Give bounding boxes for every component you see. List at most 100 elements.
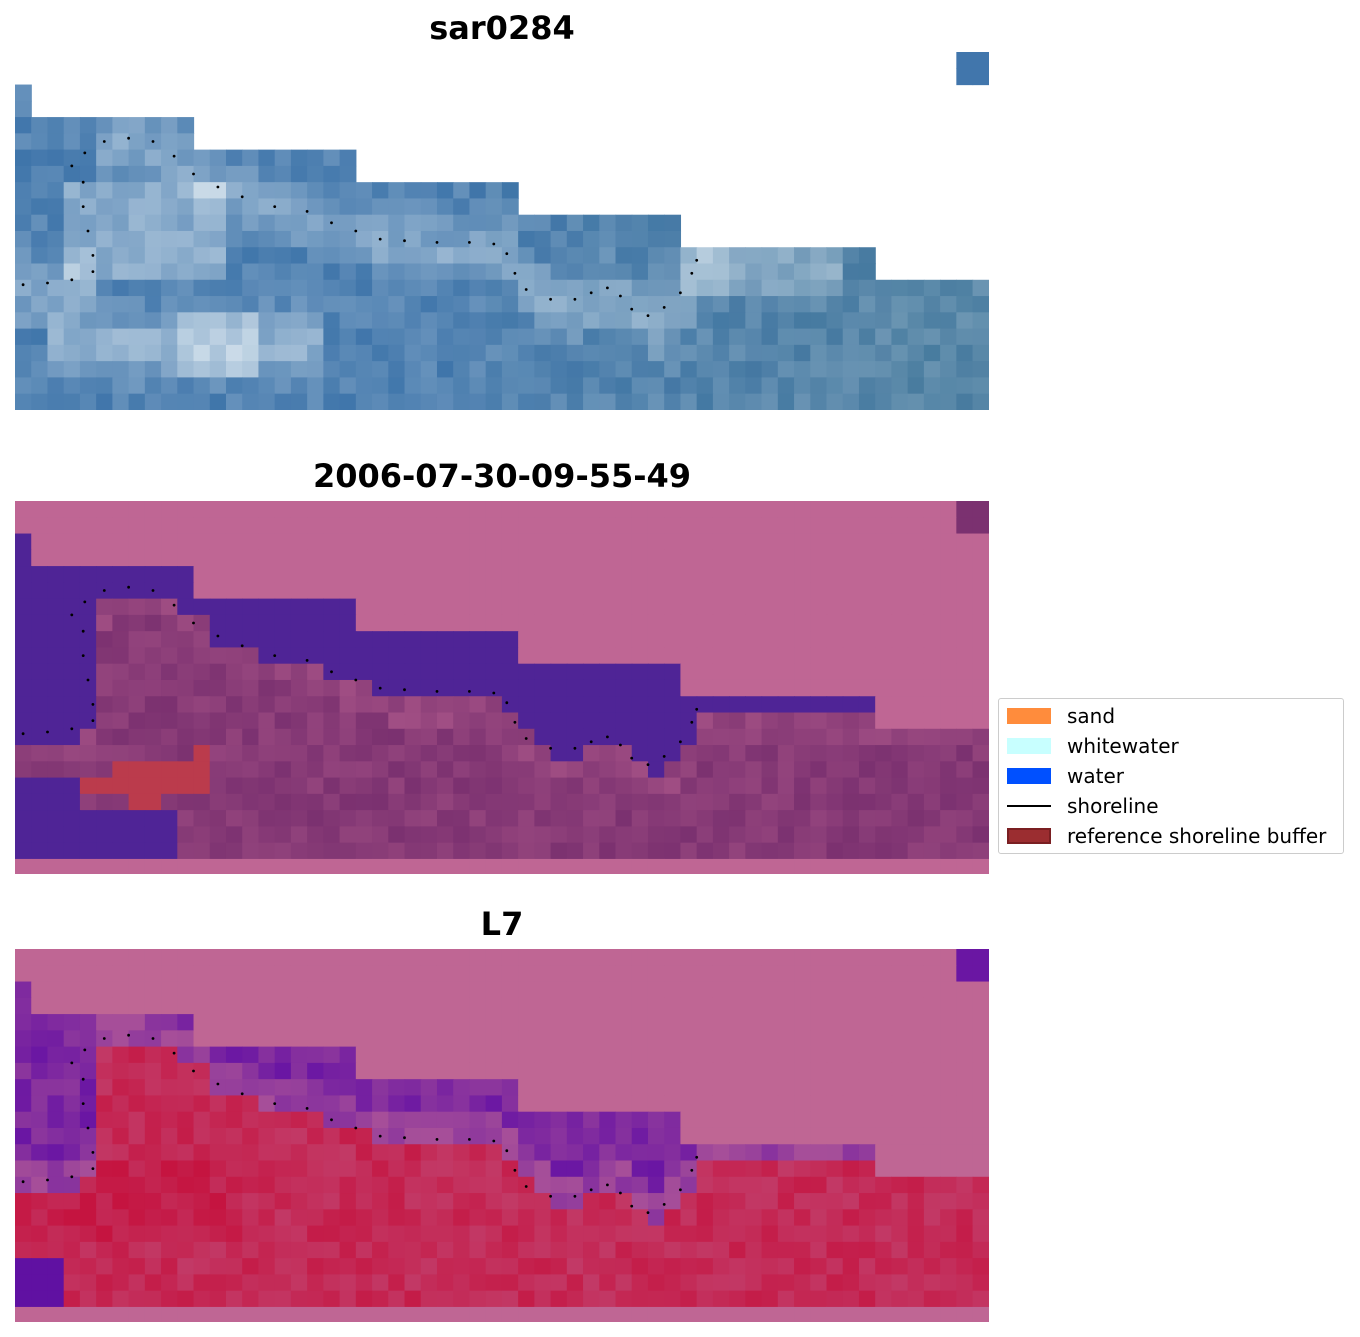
raster-pixel — [664, 826, 682, 844]
raster-pixel — [63, 1046, 81, 1064]
raster-pixel — [583, 826, 600, 844]
raster-pixel — [647, 1193, 665, 1210]
raster-pixel — [96, 1258, 113, 1275]
raster-pixel — [290, 1030, 308, 1048]
raster-pixel — [615, 761, 633, 779]
raster-pixel — [907, 517, 925, 535]
raster-pixel — [258, 517, 276, 535]
raster-pixel — [112, 1160, 130, 1178]
raster-pixel — [842, 696, 860, 714]
raster-pixel — [810, 1014, 828, 1031]
raster-pixel — [47, 1062, 65, 1080]
raster-pixel — [972, 858, 989, 874]
raster-pixel — [729, 328, 746, 346]
raster-pixel — [972, 1209, 989, 1227]
raster-pixel — [388, 230, 406, 248]
raster-pixel — [388, 328, 406, 346]
raster-pixel — [501, 1258, 519, 1275]
raster-pixel — [745, 582, 763, 600]
raster-pixel — [339, 826, 357, 844]
raster-pixel — [615, 312, 633, 330]
raster-pixel — [891, 858, 909, 874]
raster-pixel — [144, 566, 162, 583]
raster-pixel — [566, 361, 584, 378]
raster-pixel — [745, 761, 763, 779]
raster-pixel — [323, 501, 341, 518]
raster-pixel — [777, 793, 795, 811]
raster-pixel — [47, 198, 65, 216]
raster-pixel — [485, 1160, 503, 1178]
raster-pixel — [583, 1030, 600, 1048]
raster-pixel — [956, 1160, 974, 1178]
raster-pixel — [128, 1046, 146, 1064]
raster-pixel — [842, 965, 860, 983]
raster-pixel — [729, 1306, 746, 1322]
raster-pixel — [453, 279, 471, 297]
raster-pixel — [161, 296, 178, 313]
raster-pixel — [647, 1014, 665, 1031]
raster-pixel — [96, 728, 113, 746]
raster-pixel — [566, 663, 584, 681]
raster-pixel — [307, 377, 324, 395]
raster-pixel — [566, 393, 584, 410]
raster-pixel — [290, 997, 308, 1015]
shoreline-point — [21, 1180, 25, 1184]
raster-pixel — [453, 1046, 471, 1064]
raster-pixel — [469, 1274, 487, 1292]
raster-pixel — [47, 858, 65, 874]
raster-pixel — [583, 777, 600, 795]
raster-pixel — [31, 777, 49, 795]
raster-pixel — [647, 728, 665, 746]
raster-pixel — [615, 377, 633, 395]
raster-pixel — [31, 296, 49, 313]
raster-pixel — [112, 810, 130, 827]
raster-pixel — [907, 1111, 925, 1129]
raster-pixel — [290, 1290, 308, 1308]
raster-pixel — [339, 1111, 357, 1129]
raster-pixel — [631, 1290, 649, 1308]
raster-pixel — [696, 1030, 714, 1048]
raster-pixel — [15, 1306, 32, 1322]
raster-pixel — [242, 761, 260, 779]
raster-pixel — [842, 631, 860, 649]
raster-pixel — [599, 1306, 617, 1322]
raster-pixel — [388, 1144, 406, 1162]
raster-pixel — [712, 777, 730, 795]
raster-pixel — [404, 1095, 422, 1113]
raster-pixel — [96, 745, 113, 762]
raster-pixel — [875, 533, 893, 551]
raster-pixel — [63, 1176, 81, 1194]
raster-pixel — [615, 826, 633, 844]
raster-pixel — [550, 582, 568, 600]
raster-pixel — [63, 549, 81, 567]
raster-pixel — [209, 1209, 227, 1227]
raster-pixel — [501, 826, 519, 844]
raster-pixel — [453, 182, 471, 200]
raster-pixel — [956, 842, 974, 860]
raster-pixel — [923, 1225, 941, 1243]
raster-pixel — [161, 361, 178, 378]
raster-pixel — [550, 1079, 568, 1097]
raster-pixel — [209, 296, 227, 313]
raster-pixel — [242, 614, 260, 632]
raster-pixel — [323, 344, 341, 362]
raster-pixel — [258, 826, 276, 844]
raster-pixel — [534, 631, 552, 649]
raster-pixel — [274, 1241, 292, 1259]
raster-pixel — [631, 1144, 649, 1162]
raster-pixel — [323, 165, 341, 183]
raster-pixel — [355, 198, 373, 216]
raster-pixel — [79, 214, 97, 232]
raster-pixel — [112, 1046, 130, 1064]
raster-pixel — [469, 1030, 487, 1048]
raster-pixel — [891, 344, 909, 362]
raster-pixel — [177, 810, 195, 827]
raster-pixel — [501, 842, 519, 860]
raster-pixel — [193, 377, 211, 395]
raster-pixel — [128, 263, 146, 281]
raster-pixel — [550, 377, 568, 395]
raster-pixel — [355, 1144, 373, 1162]
raster-pixel — [696, 549, 714, 567]
raster-pixel — [63, 810, 81, 827]
raster-pixel — [436, 728, 454, 746]
